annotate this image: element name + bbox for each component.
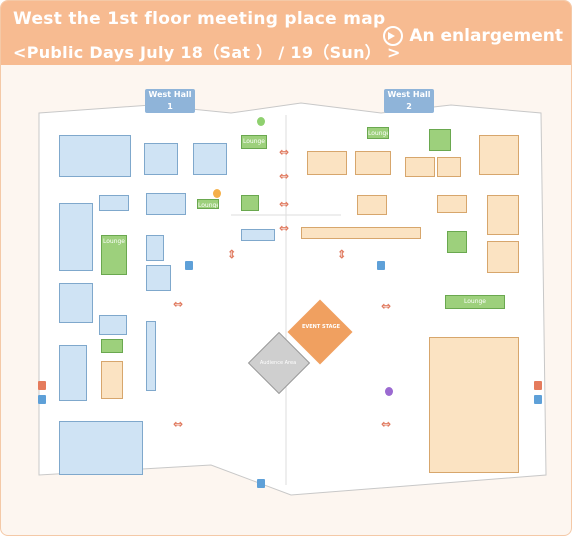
booth[interactable]	[429, 337, 519, 473]
lounge[interactable]: Lounge	[101, 235, 127, 275]
booth[interactable]	[59, 135, 131, 177]
double-arrow-icon: ⇔	[381, 417, 392, 431]
booth[interactable]	[144, 143, 178, 175]
restroom-icon	[534, 395, 542, 404]
map-subtitle: <Public Days July 18（Sat ） / 19（Sun） >	[13, 43, 401, 62]
lounge[interactable]	[241, 195, 259, 211]
info-icon	[257, 117, 265, 126]
double-arrow-icon: ⇔	[173, 297, 184, 311]
lounge[interactable]: Lounge	[445, 295, 505, 309]
double-arrow-icon: ⇔	[335, 248, 350, 260]
booth[interactable]	[487, 195, 519, 235]
booth[interactable]	[487, 241, 519, 273]
booth[interactable]	[479, 135, 519, 175]
booth[interactable]	[59, 203, 93, 271]
double-arrow-icon: ⇔	[279, 169, 290, 183]
info-icon	[385, 387, 393, 396]
map-title: West the 1st floor meeting place map	[13, 9, 386, 29]
booth[interactable]	[59, 421, 143, 475]
booth[interactable]	[146, 235, 164, 261]
restroom-icon	[534, 381, 542, 390]
double-arrow-icon: ⇔	[279, 197, 290, 211]
lounge[interactable]: Lounge	[241, 135, 267, 149]
lounge[interactable]	[429, 129, 451, 151]
double-arrow-icon: ⇔	[279, 221, 290, 235]
restroom-icon	[257, 479, 265, 488]
hall-tab-west-1: West Hall 1	[145, 89, 195, 113]
map-header: West the 1st floor meeting place map <Pu…	[1, 1, 571, 65]
lounge[interactable]: Lounge	[367, 127, 389, 139]
restroom-icon	[38, 381, 46, 390]
lounge[interactable]: Lounge	[197, 199, 219, 209]
booth[interactable]	[146, 321, 156, 391]
booth[interactable]	[405, 157, 435, 177]
restroom-icon	[38, 395, 46, 404]
booth[interactable]	[241, 229, 275, 241]
info-icon	[213, 189, 221, 198]
booth[interactable]	[59, 283, 93, 323]
booth[interactable]	[193, 143, 227, 175]
circle-arrow-right-icon	[383, 26, 404, 46]
booth[interactable]	[301, 227, 421, 239]
booth[interactable]	[307, 151, 347, 175]
booth[interactable]	[437, 157, 461, 177]
booth[interactable]	[99, 315, 127, 335]
double-arrow-icon: ⇔	[173, 417, 184, 431]
double-arrow-icon: ⇔	[225, 248, 240, 260]
booth[interactable]	[437, 195, 467, 213]
enlargement-label: An enlargement	[409, 26, 563, 46]
booth[interactable]	[99, 195, 129, 211]
event-stage-label: EVENT STAGE	[301, 324, 341, 330]
double-arrow-icon: ⇔	[279, 145, 290, 159]
lounge[interactable]	[447, 231, 467, 253]
lounge[interactable]	[101, 339, 123, 353]
booth[interactable]	[355, 151, 391, 175]
booth[interactable]	[101, 361, 123, 399]
booth[interactable]	[146, 193, 186, 215]
restroom-icon	[185, 261, 193, 270]
booth[interactable]	[146, 265, 171, 291]
restroom-icon	[377, 261, 385, 270]
enlargement-link[interactable]: An enlargement	[383, 26, 563, 46]
booth[interactable]	[357, 195, 387, 215]
floor-map: West Hall 1 West Hall 2 Lounge Lounge	[1, 65, 571, 535]
audience-area-label: Audience Area	[259, 360, 297, 366]
double-arrow-icon: ⇔	[381, 299, 392, 313]
hall-tab-west-2: West Hall 2	[384, 89, 434, 113]
booth[interactable]	[59, 345, 87, 401]
